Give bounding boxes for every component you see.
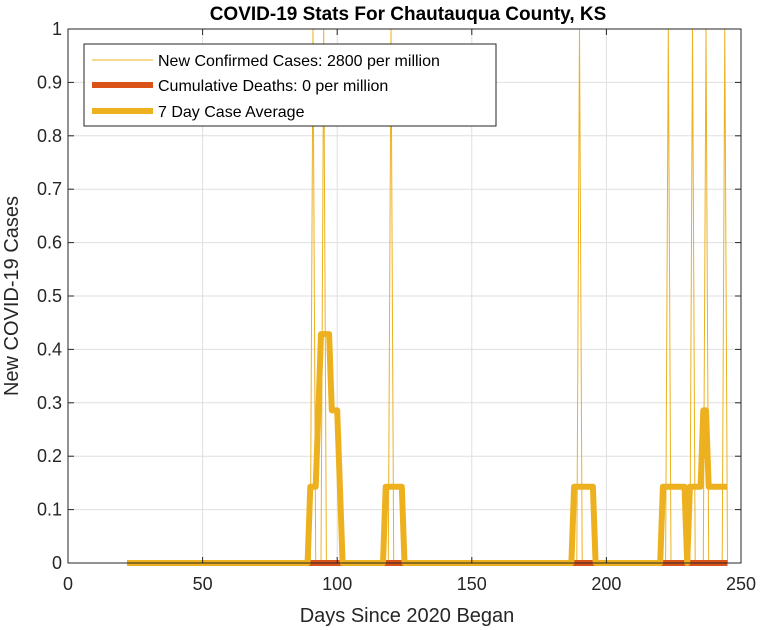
- y-axis-label: New COVID-19 Cases: [1, 196, 23, 396]
- series-line-2: [127, 331, 728, 566]
- y-tick-label: 0.3: [37, 393, 62, 413]
- y-tick-label: 0.8: [37, 126, 62, 146]
- x-axis: 0 50 100 150 200 250: [63, 29, 756, 594]
- x-tick-label: 100: [322, 574, 352, 594]
- x-tick-label: 200: [591, 574, 621, 594]
- legend-label-cumulative-deaths: Cumulative Deaths: 0 per million: [158, 78, 388, 95]
- legend-label-7-day-average: 7 Day Case Average: [158, 104, 305, 121]
- x-tick-label: 250: [726, 574, 756, 594]
- y-tick-label: 0.2: [37, 446, 62, 466]
- y-axis: 0 0.1 0.2 0.3 0.4 0.5 0.6 0.7 0.8 0.9 1: [37, 19, 741, 573]
- x-tick-label: 150: [457, 574, 487, 594]
- y-tick-label: 0.5: [37, 286, 62, 306]
- x-axis-label: Days Since 2020 Began: [300, 605, 515, 627]
- x-tick-label: 50: [193, 574, 213, 594]
- legend-label-new-cases: New Confirmed Cases: 2800 per million: [158, 53, 440, 70]
- y-tick-label: 0.7: [37, 179, 62, 199]
- chart-title: COVID-19 Stats For Chautauqua County, KS: [210, 4, 607, 25]
- series-line-0: [127, 28, 728, 564]
- y-tick-label: 1: [52, 19, 62, 39]
- x-tick-label: 0: [63, 574, 73, 594]
- y-tick-label: 0.4: [37, 339, 62, 359]
- y-tick-label: 0.6: [37, 233, 62, 253]
- y-tick-label: 0.1: [37, 500, 62, 520]
- y-tick-label: 0: [52, 553, 62, 573]
- legend: New Confirmed Cases: 2800 per million Cu…: [83, 43, 497, 127]
- y-tick-label: 0.9: [37, 72, 62, 92]
